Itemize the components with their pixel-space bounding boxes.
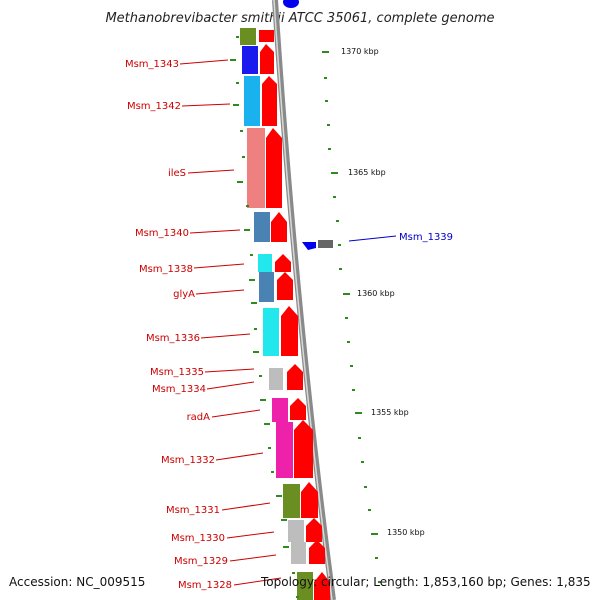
gene-label-msm-1332: Msm_1332 (161, 455, 215, 466)
gene-block-glya (259, 272, 274, 302)
arrow-msm-1336 (281, 306, 298, 356)
gene-block-msm-1328 (297, 572, 313, 600)
arrow-msm-1339 (302, 242, 316, 250)
kbp-label-1360: 1360 kbp (357, 289, 395, 298)
gene-label-msm-1334: Msm_1334 (152, 384, 206, 395)
gene-block-msm-1329 (291, 542, 306, 564)
gene-label-msm-1342: Msm_1342 (127, 101, 181, 112)
gene-label-msm-1340: Msm_1340 (135, 228, 189, 239)
gene-block-iles (247, 128, 265, 208)
forward-arrows (260, 44, 330, 600)
gene-label-msm-1335: Msm_1335 (150, 367, 204, 378)
arrow-glya (277, 272, 293, 300)
gene-block-msm-1338 (258, 254, 272, 272)
gene-label-msm-1330: Msm_1330 (171, 533, 225, 544)
gene-block-msm-1336 (263, 308, 279, 356)
genome-backbone (272, 0, 336, 600)
label-connectors (179, 59, 282, 586)
gene-label-msm-1343: Msm_1343 (125, 59, 179, 70)
gene-label-msm-1339: Msm_1339 (399, 232, 453, 243)
gene-label-glya: glyA (173, 289, 195, 300)
arrow-msm-1332 (294, 420, 313, 478)
kbp-label-1365: 1365 kbp (348, 168, 386, 177)
gene-block-msm-1339 (318, 240, 333, 248)
arrow-msm-1342 (262, 76, 277, 126)
arrow-msm-1340 (271, 212, 287, 242)
gene-label-msm-1328: Msm_1328 (178, 580, 232, 591)
gene-label-rada: radA (187, 412, 211, 423)
label-connector-msm-1339 (348, 235, 397, 242)
arrow-rada (290, 398, 306, 420)
gene-block-msm-1342 (244, 76, 260, 126)
genome-backbone-highlight (273, 0, 333, 600)
footer-topology: Topology: circular; Length: 1,853,160 bp… (260, 575, 591, 589)
scale-dashes (322, 51, 381, 583)
gene-block-rada (272, 398, 288, 422)
gene-label-iles: ileS (168, 168, 186, 179)
arrow-msm-1343 (260, 44, 274, 74)
kbp-label-1350: 1350 kbp (387, 528, 425, 537)
footer-accession: Accession: NC_009515 (9, 575, 145, 589)
arrow-msm-1328 (314, 572, 330, 600)
gene-block-msm-1332 (276, 422, 293, 478)
gene-block-msm-1335 (269, 368, 283, 390)
arrow-msm-1329 (309, 540, 325, 564)
gene-block-msm-1331 (283, 484, 300, 518)
gene-label-msm-1331: Msm_1331 (166, 505, 220, 516)
map-title: Methanobrevibacter smithii ATCC 35061, c… (105, 11, 494, 26)
gene-block-msm-1330 (288, 520, 304, 542)
arrow-msm-1330 (306, 518, 322, 542)
gene-block-top (240, 28, 256, 45)
top-marker (283, 0, 299, 8)
arrow-msm-1338 (275, 254, 291, 272)
gene-label-msm-1329: Msm_1329 (174, 556, 228, 567)
kbp-label-1370: 1370 kbp (341, 47, 379, 56)
left-tick-dashes (230, 36, 299, 598)
arrow-iles (266, 128, 282, 208)
arrow-msm-1335 (287, 364, 303, 390)
arrow-msm-1331 (301, 482, 318, 518)
gene-labels: Msm_1343 Msm_1342 ileS Msm_1340 Msm_1338… (125, 59, 232, 591)
gene-label-msm-1338: Msm_1338 (139, 264, 193, 275)
gene-label-msm-1336: Msm_1336 (146, 333, 200, 344)
gene-block-msm-1343 (242, 46, 258, 74)
gene-block-msm-1340 (254, 212, 270, 242)
kbp-label-1355: 1355 kbp (371, 408, 409, 417)
gene-arrow-top (259, 30, 274, 42)
